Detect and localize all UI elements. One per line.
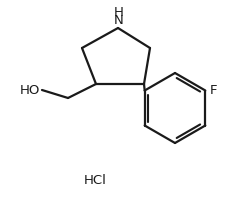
Text: HO: HO: [20, 83, 40, 96]
Text: F: F: [209, 84, 217, 97]
Text: HCl: HCl: [84, 174, 106, 187]
Text: N: N: [114, 14, 124, 27]
Text: H: H: [114, 6, 124, 19]
